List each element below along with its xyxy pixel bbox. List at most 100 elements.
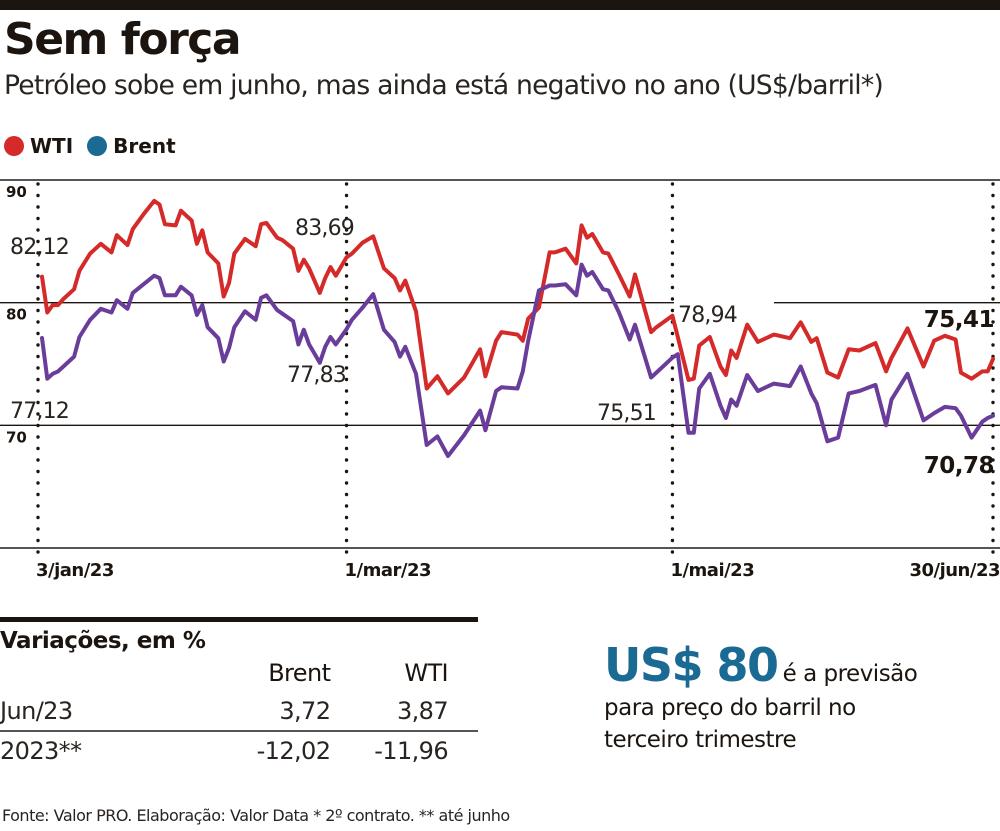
divider-dot bbox=[344, 205, 349, 209]
divider-dot bbox=[991, 550, 995, 554]
forecast-text-2: para preço do barril no bbox=[604, 695, 856, 721]
divider-dot bbox=[36, 550, 40, 554]
divider-dot bbox=[670, 262, 675, 267]
divider-dot bbox=[991, 377, 995, 382]
divider-dot bbox=[991, 527, 995, 531]
top-rule bbox=[0, 0, 1000, 10]
series-lines bbox=[40, 198, 995, 458]
cell-brent: 3,72 bbox=[207, 692, 331, 732]
divider-dot bbox=[670, 331, 675, 336]
divider-dot bbox=[344, 308, 349, 313]
divider-dot bbox=[991, 251, 995, 255]
legend-label-brent: Brent bbox=[113, 134, 176, 158]
divider-dot bbox=[36, 377, 40, 382]
divider-dot bbox=[670, 492, 675, 497]
divider-dot bbox=[36, 538, 40, 543]
divider-dot bbox=[991, 285, 995, 290]
value-annotation: 78,94 bbox=[678, 303, 737, 328]
divider-dot bbox=[991, 239, 995, 244]
divider-dot bbox=[344, 193, 349, 198]
source-note: Fonte: Valor PRO. Elaboração: Valor Data… bbox=[2, 806, 510, 825]
divider-dot bbox=[991, 538, 995, 543]
divider-dot bbox=[344, 469, 349, 474]
cell-wti: -11,96 bbox=[374, 737, 448, 765]
divider-dot bbox=[991, 435, 995, 439]
divider-dot bbox=[670, 193, 675, 198]
divider-dot bbox=[344, 400, 349, 405]
divider-dot bbox=[344, 228, 349, 232]
divider-dot bbox=[344, 285, 349, 290]
divider-dot bbox=[670, 205, 675, 209]
gridlines bbox=[0, 302, 1000, 549]
table-rule bbox=[0, 617, 478, 622]
legend-swatch-wti bbox=[4, 136, 24, 156]
divider-dot bbox=[344, 423, 349, 428]
divider-dot bbox=[670, 458, 675, 462]
divider-dot bbox=[344, 182, 349, 186]
divider-dot bbox=[991, 469, 995, 474]
divider-dot bbox=[670, 285, 675, 290]
divider-dot bbox=[36, 297, 40, 301]
value-annotation: 82,12 bbox=[10, 235, 69, 260]
divider-dot bbox=[36, 400, 40, 405]
divider-dot bbox=[670, 308, 675, 313]
value-annotation: 75,51 bbox=[597, 401, 656, 426]
divider-dot bbox=[991, 262, 995, 267]
divider-dot bbox=[670, 435, 675, 439]
variations-grid: Brent WTI Jun/23 3,72 3,87 2023** -12,02… bbox=[0, 654, 478, 770]
divider-dot bbox=[991, 400, 995, 405]
table-title: Variações, em % bbox=[0, 628, 206, 654]
divider-dot bbox=[344, 389, 349, 393]
divider-dot bbox=[36, 182, 40, 186]
divider-dot bbox=[36, 492, 40, 497]
divider-dot bbox=[670, 538, 675, 543]
divider-dot bbox=[991, 331, 995, 336]
legend: WTI Brent bbox=[4, 134, 190, 158]
divider-dot bbox=[991, 366, 995, 370]
variations-table: Variações, em % Brent WTI Jun/23 3,72 3,… bbox=[0, 617, 478, 770]
divider-dot bbox=[991, 343, 995, 347]
divider-dot bbox=[670, 527, 675, 531]
divider-dot bbox=[344, 377, 349, 382]
divider-dot bbox=[670, 377, 675, 382]
divider-dot bbox=[36, 469, 40, 474]
header-blank bbox=[0, 654, 207, 692]
divider-dot bbox=[670, 239, 675, 244]
divider-dot bbox=[36, 308, 40, 313]
divider-dot bbox=[36, 481, 40, 485]
divider-dot bbox=[670, 504, 675, 508]
divider-dot bbox=[991, 228, 995, 232]
chart-subtitle: Petróleo sobe em junho, mas ainda está n… bbox=[4, 70, 884, 101]
divider-dot bbox=[36, 228, 40, 232]
divider-dot bbox=[344, 262, 349, 267]
x-axis-ticks: 3/jan/23 1/mar/23 1/mai/23 30/jun/23 bbox=[36, 560, 1000, 581]
table-header-row: Brent WTI bbox=[0, 654, 478, 692]
y-tick-label: 80 bbox=[6, 306, 27, 324]
y-tick-label: 90 bbox=[6, 183, 27, 201]
divider-dot bbox=[670, 412, 675, 416]
divider-dot bbox=[344, 366, 349, 370]
legend-item-brent: Brent bbox=[87, 134, 176, 158]
divider-dot bbox=[344, 297, 349, 301]
divider-dot bbox=[344, 343, 349, 347]
legend-swatch-brent bbox=[87, 136, 108, 156]
forecast-text-3: terceiro trimestre bbox=[604, 727, 797, 753]
header-brent: Brent bbox=[268, 659, 331, 687]
divider-dot bbox=[344, 538, 349, 543]
legend-item-wti: WTI bbox=[4, 134, 73, 158]
divider-dot bbox=[670, 515, 675, 520]
y-tick-label: 70 bbox=[6, 428, 27, 446]
divider-dot bbox=[36, 504, 40, 508]
line-chart: 90 80 70 82,12 77,12 83,69 77,83 78,94 75,51 75,… bbox=[0, 179, 1000, 581]
divider-dot bbox=[991, 274, 995, 278]
forecast-value: US$ 80 bbox=[604, 638, 779, 692]
divider-dot bbox=[670, 423, 675, 428]
divider-dot bbox=[670, 550, 675, 554]
divider-dot bbox=[36, 515, 40, 520]
divider-dot bbox=[991, 308, 995, 313]
divider-dot bbox=[344, 504, 349, 508]
divider-dot bbox=[344, 446, 349, 451]
cell-wti: 3,87 bbox=[330, 692, 478, 732]
divider-dot bbox=[344, 320, 349, 324]
divider-dot bbox=[36, 205, 40, 209]
